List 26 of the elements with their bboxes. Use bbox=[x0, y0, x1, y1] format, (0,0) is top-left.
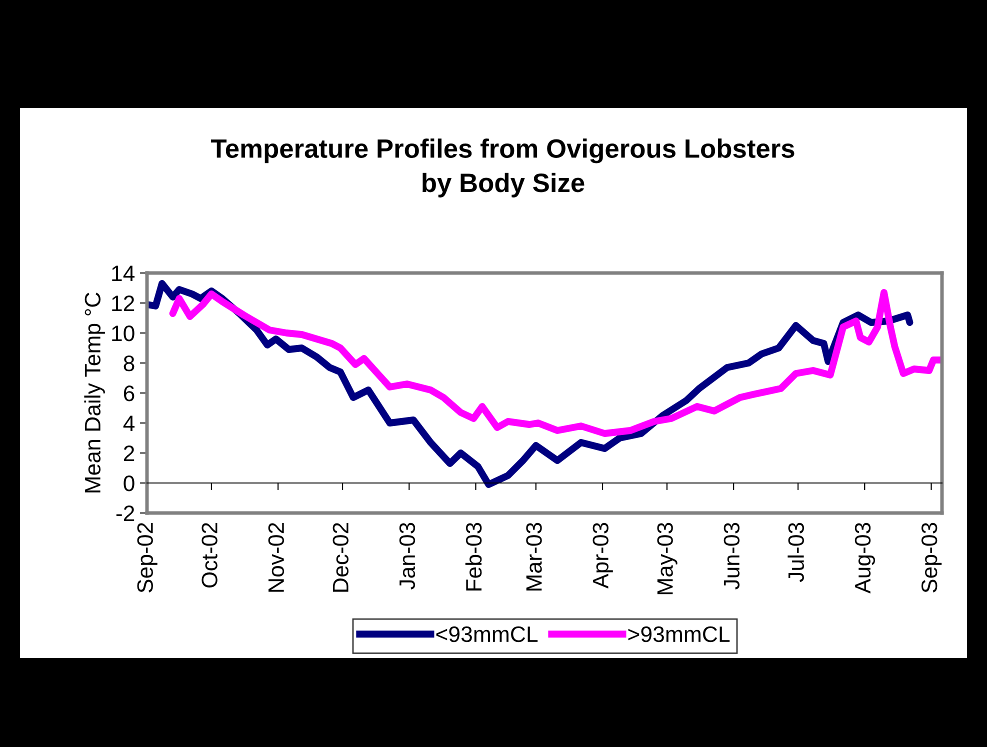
x-tick-label: Nov-02 bbox=[268, 523, 284, 592]
x-tick-label: Oct-02 bbox=[202, 523, 218, 588]
legend-label: <93mmCL bbox=[436, 626, 538, 642]
x-tick-label: Mar-03 bbox=[526, 522, 542, 590]
x-tick-label: Feb-03 bbox=[465, 522, 482, 590]
x-tick-label: Aug-03 bbox=[854, 522, 876, 594]
y-tick-label: -2 bbox=[116, 506, 134, 522]
x-tick-label: Sep-02 bbox=[137, 523, 158, 593]
y-tick-label: 6 bbox=[124, 386, 134, 402]
y-axis-title: Mean Daily Temp °C bbox=[84, 292, 105, 492]
y-tick-label: 12 bbox=[112, 296, 134, 312]
x-tick-label: Jun-03 bbox=[724, 522, 740, 590]
x-tick-label: Jan-03 bbox=[399, 522, 416, 590]
legend-label: >93mmCL bbox=[628, 626, 730, 642]
y-tick-label: 0 bbox=[124, 476, 134, 492]
x-tick-label: Apr-03 bbox=[592, 522, 613, 589]
y-tick-label: 4 bbox=[123, 416, 135, 432]
x-tick-label: Sep-03 bbox=[921, 522, 942, 593]
x-tick-label: May-03 bbox=[657, 522, 678, 594]
x-tick-label: Jul-03 bbox=[788, 522, 804, 582]
x-tick-label: Dec-02 bbox=[332, 523, 348, 592]
y-tick-label: 14 bbox=[112, 266, 135, 282]
chart-title: Temperature Profiles from Ovigerous Lobsters by Body Size bbox=[211, 138, 794, 198]
y-tick-label: 2 bbox=[124, 446, 134, 462]
y-tick-label: 10 bbox=[112, 326, 134, 342]
y-tick-label: 8 bbox=[124, 356, 134, 372]
